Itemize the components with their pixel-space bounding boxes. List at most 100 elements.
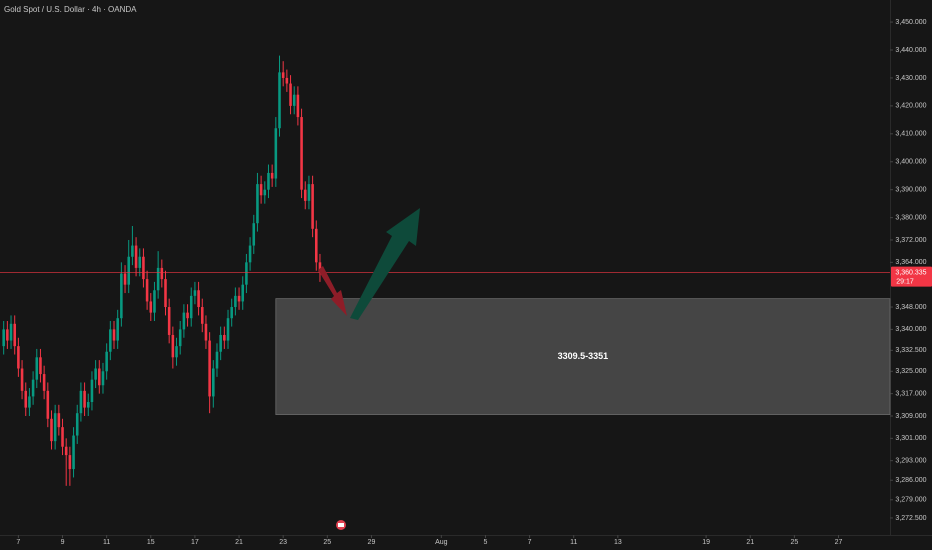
x-tick-label: 9	[61, 539, 65, 546]
candle-body	[197, 290, 200, 308]
chart-title: Gold Spot / U.S. Dollar · 4h · OANDA	[4, 5, 137, 14]
x-tick-label: 11	[570, 539, 577, 546]
candle-body	[289, 83, 292, 106]
x-tick-label: 19	[702, 539, 710, 546]
candle-body	[292, 94, 296, 106]
candle-body	[112, 329, 116, 341]
candle-body	[31, 379, 35, 397]
candle-body	[303, 189, 307, 201]
candle-body	[285, 77, 289, 84]
y-tick-label: 3,325.000	[895, 368, 926, 375]
candle-body	[127, 256, 131, 285]
x-tick-label: Aug	[435, 539, 448, 546]
candle-body	[167, 307, 171, 335]
candle-body	[270, 172, 274, 179]
candle-body	[156, 267, 160, 291]
x-tick-label: 13	[614, 539, 622, 546]
last-price-box	[891, 266, 932, 287]
x-tick-label: 7	[16, 539, 20, 546]
candle-body	[83, 390, 86, 408]
y-tick-label: 3,400.000	[895, 159, 926, 166]
candle-body	[75, 413, 79, 436]
event-flag-mark	[338, 523, 344, 527]
candle-body	[237, 295, 241, 302]
candle-body	[131, 245, 134, 257]
candle-body	[134, 245, 138, 268]
candle-body	[138, 256, 142, 268]
candle-body	[116, 318, 119, 341]
candle-body	[256, 184, 259, 224]
y-tick-label: 3,348.000	[895, 304, 926, 311]
candle-body	[245, 262, 248, 285]
up-arrow	[350, 208, 420, 320]
candle-body	[90, 379, 94, 403]
candle-body	[123, 273, 127, 285]
candle-body	[24, 390, 28, 408]
arrows	[318, 208, 420, 320]
down-arrow	[318, 266, 347, 316]
candle-body	[64, 446, 68, 456]
candle-body	[2, 329, 5, 347]
x-tick-label: 11	[103, 539, 110, 546]
candle-body	[193, 290, 197, 296]
candle-body	[296, 94, 300, 118]
candle-body	[101, 371, 105, 386]
y-tick-label: 3,372.000	[895, 237, 926, 244]
y-tick-label: 3,279.000	[895, 497, 926, 504]
candle-body	[307, 184, 311, 201]
y-tick-label: 3,450.000	[895, 19, 926, 26]
candle-body	[171, 334, 175, 358]
candle-body	[79, 390, 83, 414]
candle-body	[164, 279, 167, 308]
y-tick-label: 3,364.000	[895, 259, 926, 266]
candle-body	[68, 455, 72, 470]
candle-body	[98, 368, 101, 386]
candle-body	[86, 402, 90, 408]
y-tick-label: 3,340.000	[895, 326, 926, 333]
x-tick-label: 5	[484, 539, 488, 546]
x-tick-label: 25	[323, 539, 331, 546]
candle-body	[6, 329, 9, 341]
x-tick-label: 25	[790, 539, 798, 546]
candle-body	[61, 427, 64, 447]
candle-body	[204, 323, 208, 341]
candle-body	[215, 351, 219, 369]
candle-body	[318, 262, 322, 273]
y-tick-label: 3,309.000	[895, 413, 926, 420]
candle-body	[186, 312, 189, 319]
candle-body	[259, 184, 263, 196]
x-tick-label: 17	[191, 539, 199, 546]
candle-body	[39, 357, 42, 375]
y-tick-label: 3,272.500	[895, 515, 926, 522]
candle-body	[182, 312, 186, 330]
candle-body	[72, 435, 75, 470]
candle-body	[252, 223, 256, 246]
y-tick-label: 3,286.000	[895, 477, 926, 484]
candle-body	[300, 117, 303, 190]
candle-body	[28, 396, 31, 408]
candle-body	[145, 279, 149, 302]
last-price-label: 3,360.335	[895, 269, 926, 276]
candle-body	[94, 368, 97, 380]
candle-body	[208, 340, 211, 397]
candle-body	[17, 346, 20, 369]
candle-body	[281, 72, 285, 78]
event-icon	[336, 520, 346, 530]
candle-body	[263, 189, 267, 196]
countdown-label: 29:17	[896, 278, 914, 285]
candle-body	[42, 374, 46, 391]
candle-body	[142, 256, 145, 280]
candle-body	[178, 329, 182, 347]
y-tick-label: 3,430.000	[895, 75, 926, 82]
y-tick-label: 3,410.000	[895, 131, 926, 138]
candle-body	[189, 295, 193, 319]
y-tick-label: 3,380.000	[895, 214, 926, 221]
candle-body	[241, 284, 245, 302]
candle-body	[267, 172, 270, 190]
candle-body	[153, 290, 156, 313]
x-tick-label: 23	[279, 539, 287, 546]
zone-label: 3309.5-3351	[558, 351, 609, 361]
